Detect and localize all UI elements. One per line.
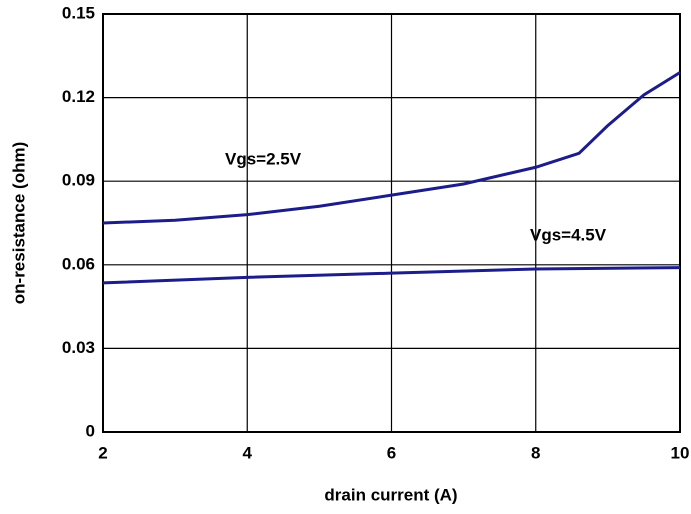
series-line: [102, 266, 681, 285]
y-axis-label: on-resistance (ohm): [9, 142, 28, 304]
x-tick-label: 4: [243, 443, 253, 462]
y-tick-label: 0.12: [62, 87, 95, 106]
series-label: Vgs=2.5V: [225, 149, 302, 168]
x-tick-label: 6: [387, 443, 396, 462]
y-tick-label: 0.15: [62, 3, 95, 22]
x-axis-label: drain current (A): [324, 485, 457, 504]
x-tick-label: 8: [531, 443, 540, 462]
series-label: Vgs=4.5V: [530, 225, 607, 244]
y-tick-label: 0.09: [62, 171, 95, 190]
series-line: [102, 71, 681, 225]
x-tick-label: 10: [671, 443, 690, 462]
x-tick-label: 2: [98, 443, 107, 462]
y-tick-label: 0: [86, 421, 95, 440]
y-tick-label: 0.06: [62, 254, 95, 273]
y-tick-label: 0.03: [62, 338, 95, 357]
